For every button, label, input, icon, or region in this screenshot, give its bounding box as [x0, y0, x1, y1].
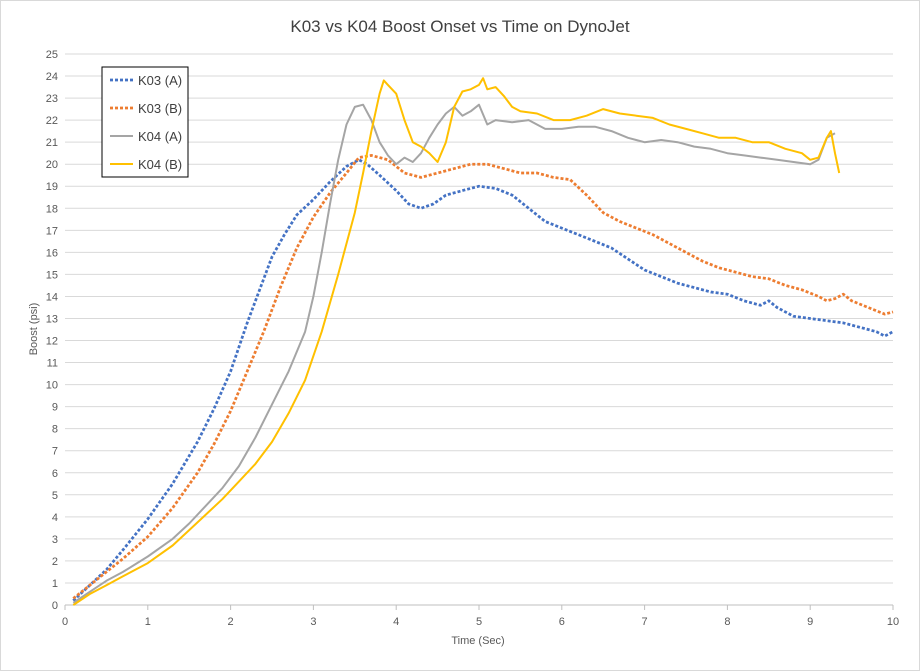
y-tick-label: 12 [46, 336, 58, 348]
y-tick-label: 10 [46, 380, 58, 392]
grid-layer [65, 53, 893, 584]
series-line-2 [72, 103, 836, 604]
x-tick-label: 7 [642, 616, 648, 628]
legend-label-1: K03 (B) [138, 101, 182, 116]
y-tick-label: 9 [52, 402, 58, 414]
y-axis-title: Boost (psi) [28, 303, 40, 356]
y-tick-label: 3 [52, 534, 58, 546]
x-tick-label: 4 [393, 616, 399, 628]
y-tick-label: 23 [46, 93, 58, 105]
y-tick-label: 11 [47, 358, 58, 370]
y-tick-label: 0 [52, 600, 58, 612]
series-layer [72, 77, 894, 606]
y-tick-label: 7 [52, 446, 58, 458]
chart-title: K03 vs K04 Boost Onset vs Time on DynoJe… [290, 17, 629, 36]
y-tick-label: 8 [52, 424, 58, 436]
y-tick-label: 16 [46, 247, 58, 259]
y-tick-label: 6 [52, 468, 58, 480]
legend-box [101, 66, 189, 178]
x-axis-title: Time (Sec) [451, 635, 504, 647]
y-tick-label: 21 [46, 137, 58, 149]
y-tick-label: 24 [46, 71, 58, 83]
x-tick-label: 5 [476, 616, 482, 628]
y-tick-label: 19 [46, 181, 58, 193]
y-tick-label: 17 [46, 225, 58, 237]
series-line-1 [72, 154, 894, 600]
x-tick-label: 6 [559, 616, 565, 628]
legend-label-0: K03 (A) [138, 73, 182, 88]
y-tick-label: 22 [46, 115, 58, 127]
legend-label-2: K04 (A) [138, 129, 182, 144]
series-line-0 [72, 158, 894, 602]
y-tick-label: 20 [46, 159, 58, 171]
y-tick-label: 14 [46, 291, 58, 303]
y-tick-label: 15 [46, 269, 58, 281]
axis-layer: 0123456789101112131415161718192021222324… [46, 49, 899, 628]
x-tick-label: 10 [887, 616, 899, 628]
y-tick-label: 1 [52, 578, 58, 590]
x-tick-label: 3 [310, 616, 316, 628]
x-tick-label: 0 [62, 616, 68, 628]
x-tick-label: 2 [228, 616, 234, 628]
y-tick-label: 4 [52, 512, 58, 524]
y-tick-label: 2 [52, 556, 58, 568]
series-line-3 [72, 77, 841, 606]
legend: K03 (A) K03 (B) K04 (A) K04 (B) [101, 66, 189, 178]
y-tick-label: 5 [52, 490, 58, 502]
y-tick-label: 18 [46, 203, 58, 215]
y-tick-label: 25 [46, 49, 58, 61]
x-tick-label: 1 [145, 616, 151, 628]
y-tick-label: 13 [46, 313, 58, 325]
x-tick-label: 8 [724, 616, 730, 628]
legend-label-3: K04 (B) [138, 157, 182, 172]
x-tick-label: 9 [807, 616, 813, 628]
